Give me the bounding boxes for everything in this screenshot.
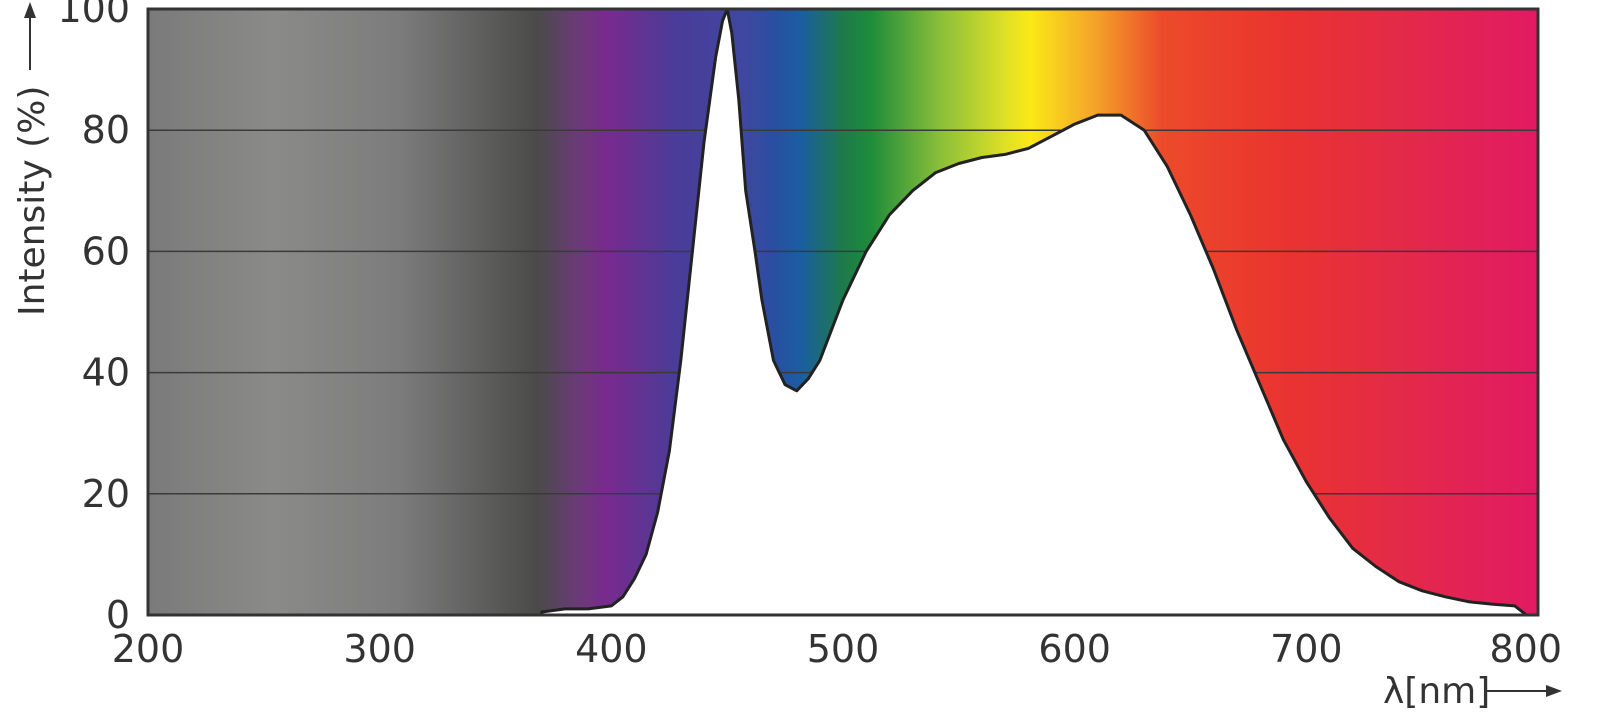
x-tick-label-600: 600 — [1038, 627, 1111, 671]
y-tick-label-20: 20 — [82, 472, 130, 516]
y-axis-tick-labels: 0 20 40 60 80 100 — [57, 0, 130, 637]
x-tick-label-500: 500 — [807, 627, 880, 671]
x-axis-label: λ[nm] — [1383, 671, 1490, 712]
y-tick-label-80: 80 — [82, 108, 130, 152]
x-tick-label-200: 200 — [112, 627, 185, 671]
plot-frame — [146, 7, 1540, 617]
y-tick-label-0: 0 — [106, 593, 130, 637]
x-tick-label-300: 300 — [343, 627, 416, 671]
x-tick-label-400: 400 — [575, 627, 648, 671]
x-axis-arrowhead — [1546, 685, 1562, 697]
y-tick-label-40: 40 — [82, 351, 130, 395]
x-axis-title: λ[nm] — [1383, 671, 1562, 712]
y-axis-title: Intensity (%) — [12, 2, 53, 316]
y-tick-label-100: 100 — [57, 0, 130, 31]
spectrum-curve-area — [540, 7, 1528, 617]
y-axis-label: Intensity (%) — [12, 86, 53, 316]
y-axis-arrowhead — [24, 2, 36, 18]
x-axis-tick-labels: 200 300 400 500 600 700 800 — [112, 627, 1562, 671]
y-tick-label-60: 60 — [82, 229, 130, 273]
x-tick-label-700: 700 — [1270, 627, 1343, 671]
x-tick-label-800: 800 — [1489, 627, 1562, 671]
